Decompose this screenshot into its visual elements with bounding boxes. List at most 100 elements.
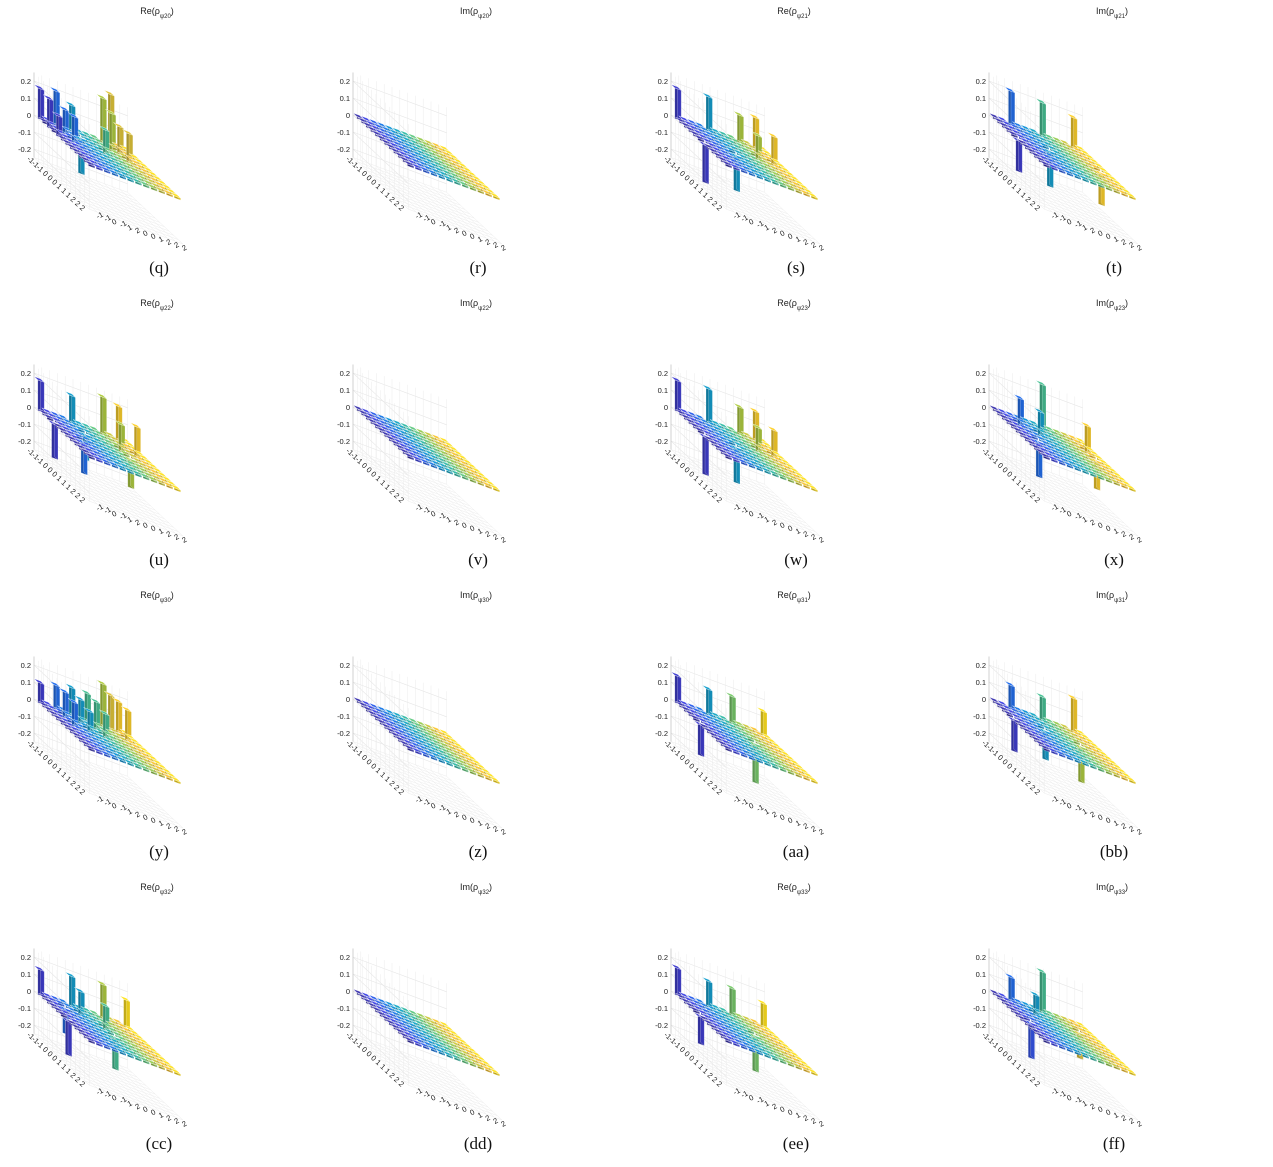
col-tick-label: 2 [484, 237, 492, 247]
z-tick-label: 0.1 [21, 678, 31, 687]
chart-title: Im(ρψ23) [1096, 298, 1128, 312]
chart-title: Re(ρψ23) [777, 298, 811, 312]
bar3d-chart: Re(ρψ21)0.20.10-0.1-0.2-1-1-1000111222-1… [637, 0, 955, 291]
col-tick-label: 0 [460, 228, 468, 238]
col-tick-label: 2 [1120, 237, 1128, 247]
col-tick-label: 2 [134, 518, 142, 528]
z-tick-label: -0.2 [655, 1021, 668, 1030]
col-tick-label: 2 [1089, 518, 1097, 528]
col-tick-label: 2 [1135, 535, 1143, 545]
z-tick-label: 0.2 [976, 661, 986, 670]
z-tick-label: 0.1 [340, 970, 350, 979]
col-tick-label: 0 [1104, 231, 1112, 241]
col-tick-label: 2 [1120, 821, 1128, 831]
chart-title: Im(ρψ31) [1096, 590, 1128, 604]
z-tick-label: 0.2 [658, 661, 668, 670]
bar3d-chart: Im(ρψ23)0.20.10-0.1-0.2-1-1-1000111222-1… [955, 292, 1273, 583]
col-tick-label: 2 [484, 821, 492, 831]
z-tick-label: 0.2 [976, 77, 986, 86]
z-tick-label: 0 [982, 695, 986, 704]
col-tick-label: 0 [786, 523, 794, 533]
col-tick-label: 2 [817, 243, 825, 253]
col-tick-label: 0 [468, 1107, 476, 1117]
z-tick-label: -0.2 [655, 437, 668, 446]
col-tick-label: 0 [110, 801, 118, 811]
bar3d-chart: Im(ρψ21)0.20.10-0.1-0.2-1-1-1000111222-1… [955, 0, 1273, 291]
col-tick-label: 1 [126, 515, 134, 525]
col-tick-label: 0 [747, 801, 755, 811]
z-tick-label: -0.1 [18, 128, 31, 137]
col-tick-label: 2 [453, 1102, 461, 1112]
z-tick-label: 0.2 [658, 77, 668, 86]
col-tick-label: 0 [429, 1093, 437, 1103]
col-tick-label: 1 [126, 807, 134, 817]
col-tick-label: 2 [1089, 226, 1097, 236]
z-tick-label: -0.1 [655, 712, 668, 721]
col-tick-label: 2 [817, 827, 825, 837]
z-tick-label: 0.1 [976, 94, 986, 103]
col-tick-label: 0 [786, 815, 794, 825]
col-tick-label: 1 [445, 223, 453, 233]
col-tick-label: 2 [180, 535, 188, 545]
col-tick-label: 0 [141, 812, 149, 822]
bar3d-chart: Im(ρψ31)0.20.10-0.1-0.2-1-1-1000111222-1… [955, 584, 1273, 875]
chart-title: Re(ρψ20) [140, 6, 174, 20]
col-tick-label: 0 [778, 812, 786, 822]
col-tick-label: 2 [180, 827, 188, 837]
col-tick-label: 2 [1128, 1116, 1136, 1126]
col-tick-label: 1 [1081, 807, 1089, 817]
col-tick-label: 0 [1096, 812, 1104, 822]
z-tick-label: 0.2 [976, 369, 986, 378]
col-tick-label: 2 [499, 827, 507, 837]
z-tick-label: 0.2 [976, 953, 986, 962]
col-tick-label: 0 [1096, 520, 1104, 530]
col-tick-label: 1 [1081, 1099, 1089, 1109]
z-tick-label: -0.1 [337, 712, 350, 721]
z-tick-label: 0.1 [21, 94, 31, 103]
col-tick-label: 2 [1128, 240, 1136, 250]
col-tick-label: 0 [786, 231, 794, 241]
z-tick-label: 0 [982, 111, 986, 120]
z-tick-label: 0 [346, 403, 350, 412]
chart-title: Im(ρψ32) [460, 882, 492, 896]
chart-title: Im(ρψ21) [1096, 6, 1128, 20]
panel-caption: (cc) [0, 1134, 318, 1154]
col-tick-label: 0 [141, 1104, 149, 1114]
chart-title: Im(ρψ30) [460, 590, 492, 604]
panel-caption: (u) [0, 550, 318, 570]
z-tick-label: 0.1 [658, 94, 668, 103]
bar3d-chart: Im(ρψ20)0.20.10-0.1-0.2-1-1-1000111222-1… [319, 0, 637, 291]
panel-caption: (y) [0, 842, 318, 862]
chart-title: Im(ρψ22) [460, 298, 492, 312]
col-tick-label: 0 [1065, 217, 1073, 227]
col-tick-label: 2 [134, 810, 142, 820]
col-tick-label: 2 [165, 237, 173, 247]
col-tick-label: 2 [165, 529, 173, 539]
panel-caption: (dd) [319, 1134, 637, 1154]
chart-title: Re(ρψ30) [140, 590, 174, 604]
z-tick-label: 0 [27, 403, 31, 412]
col-tick-label: 1 [445, 515, 453, 525]
bar3d-chart: Re(ρψ31)0.20.10-0.1-0.2-1-1-1000111222-1… [637, 584, 955, 875]
col-tick-label: 1 [763, 807, 771, 817]
z-tick-label: 0.2 [340, 953, 350, 962]
z-tick-label: 0.1 [340, 386, 350, 395]
col-tick-label: 2 [453, 226, 461, 236]
col-tick-label: 0 [786, 1107, 794, 1117]
col-tick-label: 0 [1096, 1104, 1104, 1114]
panel-caption: (x) [955, 550, 1273, 570]
col-tick-label: 2 [492, 824, 500, 834]
col-tick-label: 2 [802, 237, 810, 247]
col-tick-label: 1 [126, 1099, 134, 1109]
chart-title: Im(ρψ33) [1096, 882, 1128, 896]
z-tick-label: 0 [27, 111, 31, 120]
panel-caption: (z) [319, 842, 637, 862]
z-tick-label: -0.1 [655, 1004, 668, 1013]
z-tick-label: 0 [346, 111, 350, 120]
col-tick-label: 0 [468, 231, 476, 241]
col-tick-label: 0 [110, 217, 118, 227]
